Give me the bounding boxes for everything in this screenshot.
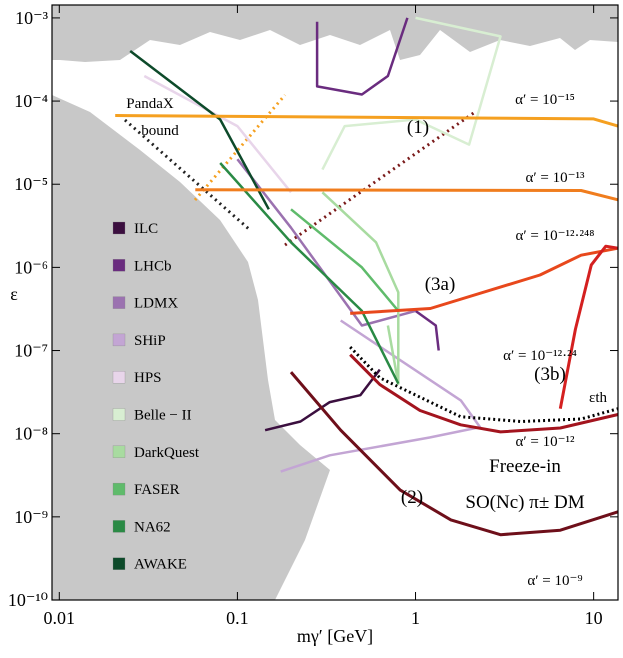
y-tick-label: 10⁻⁹ [14,507,48,527]
legend-swatch [112,371,126,384]
y-axis-label: ε [10,284,18,304]
annotation: PandaX [126,96,174,112]
excluded-region [52,5,618,62]
line [195,188,619,202]
legend-swatch [112,408,126,421]
curve-label: α′ = 10⁻¹⁵ [515,92,575,108]
legend-swatch [112,296,126,309]
decor-dotted-line [193,94,287,201]
legend-label: ILC [134,221,158,237]
legend-swatch [112,259,126,272]
line [321,16,502,171]
annotation: bound [141,123,179,139]
line [315,17,440,351]
x-tick-label: 10 [585,608,603,628]
y-tick-label: 10⁻⁵ [14,174,48,194]
legend-label: NA62 [134,519,171,535]
line [349,346,619,423]
line [350,246,619,315]
line [264,368,381,432]
annotation: (2) [401,487,423,508]
y-tick-label: 10⁻⁸ [14,424,48,444]
legend-label: LHCb [134,258,172,274]
decor-dotted-line [124,118,251,232]
plot-frame [51,4,619,601]
curve-label: α′ = 10⁻¹² [515,434,575,450]
line [289,371,619,537]
curve-label: α′ = 10⁻¹²·²⁴⁸ [516,228,595,244]
line [280,319,482,473]
legend-label: DarkQuest [134,445,200,461]
legend-label: Belle − II [134,408,192,424]
line [219,162,400,385]
legend-swatch [112,482,126,496]
x-tick-label: 0.1 [226,608,249,628]
legend-swatch [112,333,126,347]
legend-swatch [112,445,126,458]
y-tick-label: 10⁻⁴ [14,91,48,111]
legend-label: SHiP [134,333,166,349]
annotation: (3b) [534,364,566,385]
legend-swatch [112,221,126,235]
decor-dotted-line [284,110,476,247]
legend-label: HPS [134,370,162,386]
line [349,353,619,434]
x-tick-label: 0.01 [44,608,76,628]
y-tick-label: 10⁻¹⁰ [8,590,48,610]
line [129,50,270,210]
annotation: (3a) [425,274,456,295]
y-tick-label: 10⁻⁷ [14,341,48,361]
plot-marks [115,16,619,537]
line [321,191,400,385]
line [115,114,619,128]
legend-swatch [112,557,126,570]
legend-label: LDMX [134,296,178,312]
curve-label: α′ = 10⁻¹³ [525,170,585,186]
curve-label: α′ = 10⁻¹²·²⁴ [503,348,577,364]
legend-swatch [112,520,126,533]
legend-label: FASER [134,482,180,498]
annotation: (1) [407,117,429,138]
annotation: SO(Nc) π± DM [465,492,584,513]
annotation: Freeze-in [489,456,561,477]
line [143,74,292,194]
line [558,244,619,409]
excluded-regions [52,5,618,600]
curve-label: α′ = 10⁻⁹ [527,573,582,589]
x-axis-label: mγ′ [GeV] [297,626,373,646]
y-tick-label: 10⁻⁶ [14,257,48,277]
line [290,208,400,312]
excluded-region [52,95,330,600]
legend-label: AWAKE [134,557,187,573]
x-tick-label: 1 [411,608,420,628]
y-tick-label: 10⁻³ [15,8,49,28]
curve-label: εth [589,390,607,406]
